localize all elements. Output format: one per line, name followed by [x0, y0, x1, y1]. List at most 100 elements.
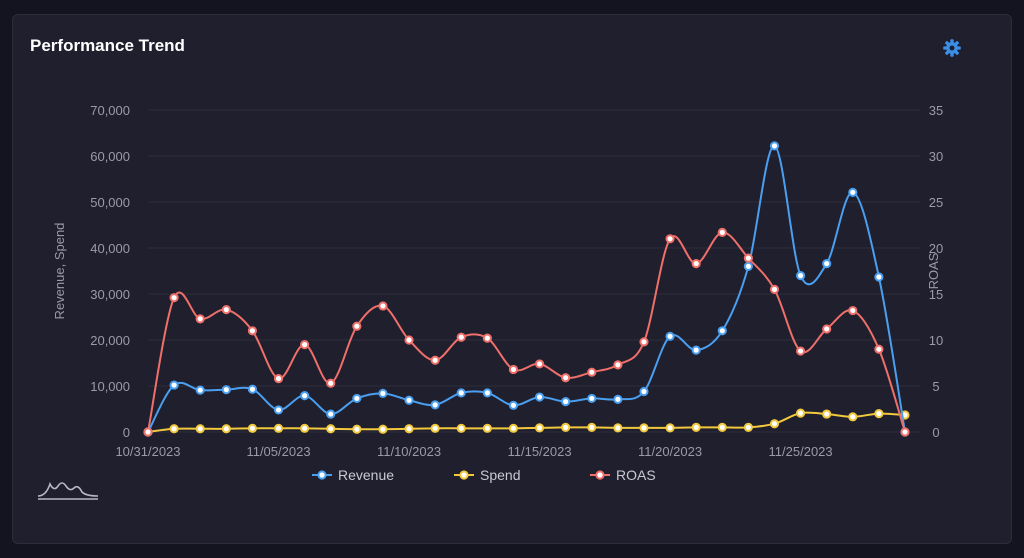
chart-card [12, 14, 1012, 544]
x-tick-label: 10/31/2023 [115, 444, 180, 459]
spend-data-point [769, 419, 780, 429]
revenue-data-point [430, 400, 440, 410]
spend-data-point [508, 423, 519, 433]
spend-data-point [169, 424, 179, 434]
spend-series-line [147, 411, 906, 433]
revenue-data-point [665, 331, 675, 341]
roas-data-point [404, 335, 414, 345]
x-tick-label: 11/25/2023 [769, 444, 833, 459]
spend-data-point [743, 422, 753, 432]
x-tick-label: 11/10/2023 [377, 444, 441, 459]
spend-data-point [874, 409, 884, 419]
roas-data-point [508, 364, 519, 375]
revenue-data-point [822, 259, 832, 269]
revenue-data-point [561, 397, 571, 407]
roas-data-point [247, 326, 258, 336]
revenue-data-point [769, 141, 780, 151]
chart-title: Performance Trend [30, 36, 185, 55]
y-tick-label: 0 [123, 425, 130, 440]
spend-data-point [430, 423, 440, 433]
revenue-data-point [587, 393, 597, 404]
y2-tick-label: 0 [932, 425, 939, 440]
spend-data-point [378, 424, 388, 434]
roas-data-point [352, 321, 362, 331]
roas-data-point [534, 359, 545, 369]
revenue-data-point [795, 271, 806, 281]
y-tick-label: 30,000 [90, 287, 130, 302]
roas-data-point [169, 293, 179, 303]
spend-data-point [795, 408, 806, 418]
y2-tick-label: 20 [929, 241, 943, 256]
roas-data-point [769, 284, 780, 294]
revenue-data-point [848, 187, 858, 197]
y2-tick-label: 10 [929, 333, 943, 348]
gear-icon[interactable] [942, 38, 962, 58]
roas-data-point [691, 259, 701, 269]
roas-data-point [300, 340, 310, 350]
revenue-data-point [300, 391, 310, 401]
roas-series-line [147, 231, 906, 433]
revenue-data-point [874, 272, 884, 282]
roas-data-point [717, 227, 727, 237]
revenue-data-point [378, 388, 388, 398]
spend-data-point [300, 423, 310, 433]
roas-data-point [795, 346, 806, 356]
x-tick-label: 11/15/2023 [507, 444, 571, 459]
spend-data-point [221, 424, 231, 434]
roas-data-point [874, 344, 884, 354]
revenue-data-point [534, 392, 545, 402]
roas-data-point [587, 367, 597, 377]
roas-data-point [848, 305, 858, 316]
spend-data-point [717, 422, 727, 432]
spend-data-point [326, 424, 336, 434]
y2-tick-label: 25 [929, 195, 943, 210]
y2-tick-label: 30 [929, 149, 943, 164]
y-axis-title: Revenue, Spend [52, 223, 67, 320]
revenue-data-point [482, 388, 492, 398]
spend-data-point [587, 422, 597, 432]
y2-tick-label: 5 [932, 379, 939, 394]
spend-data-point [822, 409, 832, 419]
y-tick-label: 20,000 [90, 333, 130, 348]
spend-data-point [404, 424, 414, 434]
roas-data-point [378, 301, 388, 311]
spend-data-point [534, 423, 545, 433]
revenue-data-point [326, 409, 336, 419]
spend-data-point [639, 423, 649, 433]
x-tick-label: 11/05/2023 [246, 444, 310, 459]
spend-data-point [482, 423, 492, 433]
spend-data-point [247, 423, 258, 433]
revenue-data-point [508, 400, 519, 410]
revenue-data-point [717, 326, 727, 336]
roas-data-point [743, 253, 753, 263]
revenue-data-point [613, 394, 623, 404]
roas-data-point [430, 355, 440, 365]
roas-data-point [273, 374, 284, 384]
legend-revenue-marker [317, 470, 327, 480]
mountain-logo-icon [37, 481, 99, 500]
spend-data-point [848, 412, 858, 422]
y-tick-label: 40,000 [90, 241, 130, 256]
roas-data-point [195, 314, 205, 324]
roas-data-point [822, 324, 832, 334]
revenue-data-point [743, 261, 753, 271]
spend-data-point [456, 423, 466, 433]
roas-data-point [665, 234, 675, 244]
roas-data-point [456, 332, 466, 342]
roas-data-point [561, 373, 571, 383]
y-tick-label: 60,000 [90, 149, 130, 164]
revenue-data-point [691, 345, 701, 355]
y2-tick-label: 15 [929, 287, 943, 302]
revenue-data-point [404, 395, 414, 405]
revenue-data-point [247, 384, 258, 394]
spend-data-point [352, 424, 362, 434]
y-tick-label: 70,000 [90, 103, 130, 118]
revenue-data-point [221, 385, 231, 395]
legend-roas-label: ROAS [616, 467, 656, 483]
legend-spend-label: Spend [480, 467, 520, 483]
roas-data-point [482, 333, 492, 343]
y-tick-label: 50,000 [90, 195, 130, 210]
revenue-data-point [456, 388, 466, 398]
roas-data-point [326, 378, 336, 388]
